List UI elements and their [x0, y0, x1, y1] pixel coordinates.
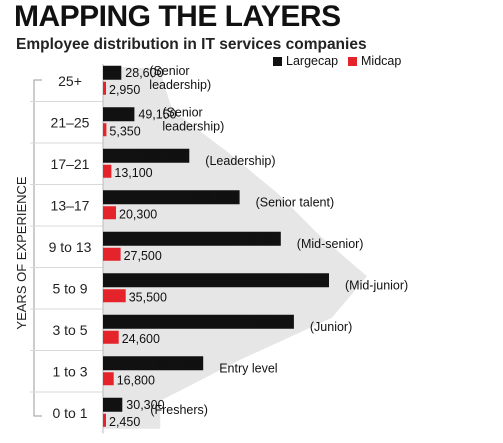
- bar-largecap: [103, 107, 135, 122]
- value-label-midcap: 2,950: [109, 83, 140, 97]
- legend-midcap-swatch: [348, 56, 357, 66]
- category-annotation: (Senior: [162, 105, 202, 119]
- bar-largecap: [103, 231, 281, 246]
- category-label: 21–25: [51, 114, 90, 130]
- value-label-midcap: 16,800: [117, 373, 155, 387]
- bar-largecap: [103, 65, 122, 80]
- value-label-largecap: 49,150: [138, 107, 176, 121]
- value-label-midcap: 35,500: [129, 290, 167, 304]
- category-label: 25+: [58, 73, 82, 89]
- category-annotation: (Mid-junior): [345, 278, 408, 292]
- value-label-largecap: 214,000: [191, 190, 236, 204]
- category-annotation: Entry level: [219, 361, 277, 375]
- y-axis-title: YEARS OF EXPERIENCE: [14, 176, 29, 329]
- bar-midcap: [103, 206, 116, 220]
- legend-midcap-label: Midcap: [361, 54, 402, 68]
- value-label-midcap: 13,100: [114, 166, 152, 180]
- bar-midcap: [103, 372, 114, 386]
- chart-subtitle: Employee distribution in IT services com…: [16, 36, 367, 53]
- bar-midcap: [103, 289, 126, 303]
- category-annotation: leadership): [149, 78, 211, 92]
- axis-bracket: [33, 79, 42, 417]
- category-label: 5 to 9: [52, 280, 87, 296]
- category-annotation: (Mid-senior): [297, 237, 364, 251]
- legend-largecap: Largecap: [273, 54, 338, 68]
- chart-title: MAPPING THE LAYERS: [14, 0, 341, 33]
- value-label-largecap: 28,600: [125, 66, 163, 80]
- value-label-largecap: 299,000: [246, 315, 291, 329]
- category-annotation: (Freshers): [150, 403, 208, 417]
- bar-midcap: [103, 247, 121, 261]
- bar-largecap: [103, 397, 123, 412]
- category-annotation: (Senior talent): [256, 195, 335, 209]
- bar-midcap: [103, 123, 107, 137]
- category-annotation: (Senior: [149, 64, 189, 78]
- bar-largecap: [103, 273, 329, 288]
- value-label-midcap: 2,450: [109, 415, 140, 429]
- category-annotation: leadership): [162, 119, 224, 133]
- value-label-largecap: 135,200: [141, 149, 186, 163]
- category-label: 1 to 3: [52, 363, 87, 379]
- value-label-midcap: 27,500: [124, 249, 162, 263]
- value-label-largecap: 157,000: [155, 356, 200, 370]
- category-label: 3 to 5: [52, 322, 87, 338]
- value-label-largecap: 278,500: [233, 232, 278, 246]
- value-label-midcap: 24,600: [122, 332, 160, 346]
- bar-largecap: [103, 190, 240, 205]
- bar-largecap: [103, 314, 294, 329]
- category-annotation: (Junior): [310, 320, 352, 334]
- bar-largecap: [103, 148, 190, 163]
- category-annotation: (Leadership): [205, 154, 275, 168]
- legend-largecap-label: Largecap: [286, 54, 339, 68]
- bar-midcap: [103, 81, 106, 95]
- legend-midcap: Midcap: [348, 54, 401, 68]
- value-label-midcap: 20,300: [119, 207, 157, 221]
- category-label: 0 to 1: [52, 405, 87, 421]
- bar-midcap: [103, 330, 119, 344]
- value-label-largecap: 30,300: [126, 398, 164, 412]
- value-label-largecap: 354,000: [281, 273, 326, 287]
- value-label-midcap: 5,350: [109, 124, 140, 138]
- bar-midcap: [103, 164, 112, 178]
- bar-largecap: [103, 356, 204, 371]
- category-label: 9 to 13: [49, 239, 92, 255]
- bar-midcap: [103, 413, 106, 427]
- legend-largecap-swatch: [273, 56, 282, 66]
- category-label: 17–21: [51, 156, 90, 172]
- category-label: 13–17: [51, 197, 90, 213]
